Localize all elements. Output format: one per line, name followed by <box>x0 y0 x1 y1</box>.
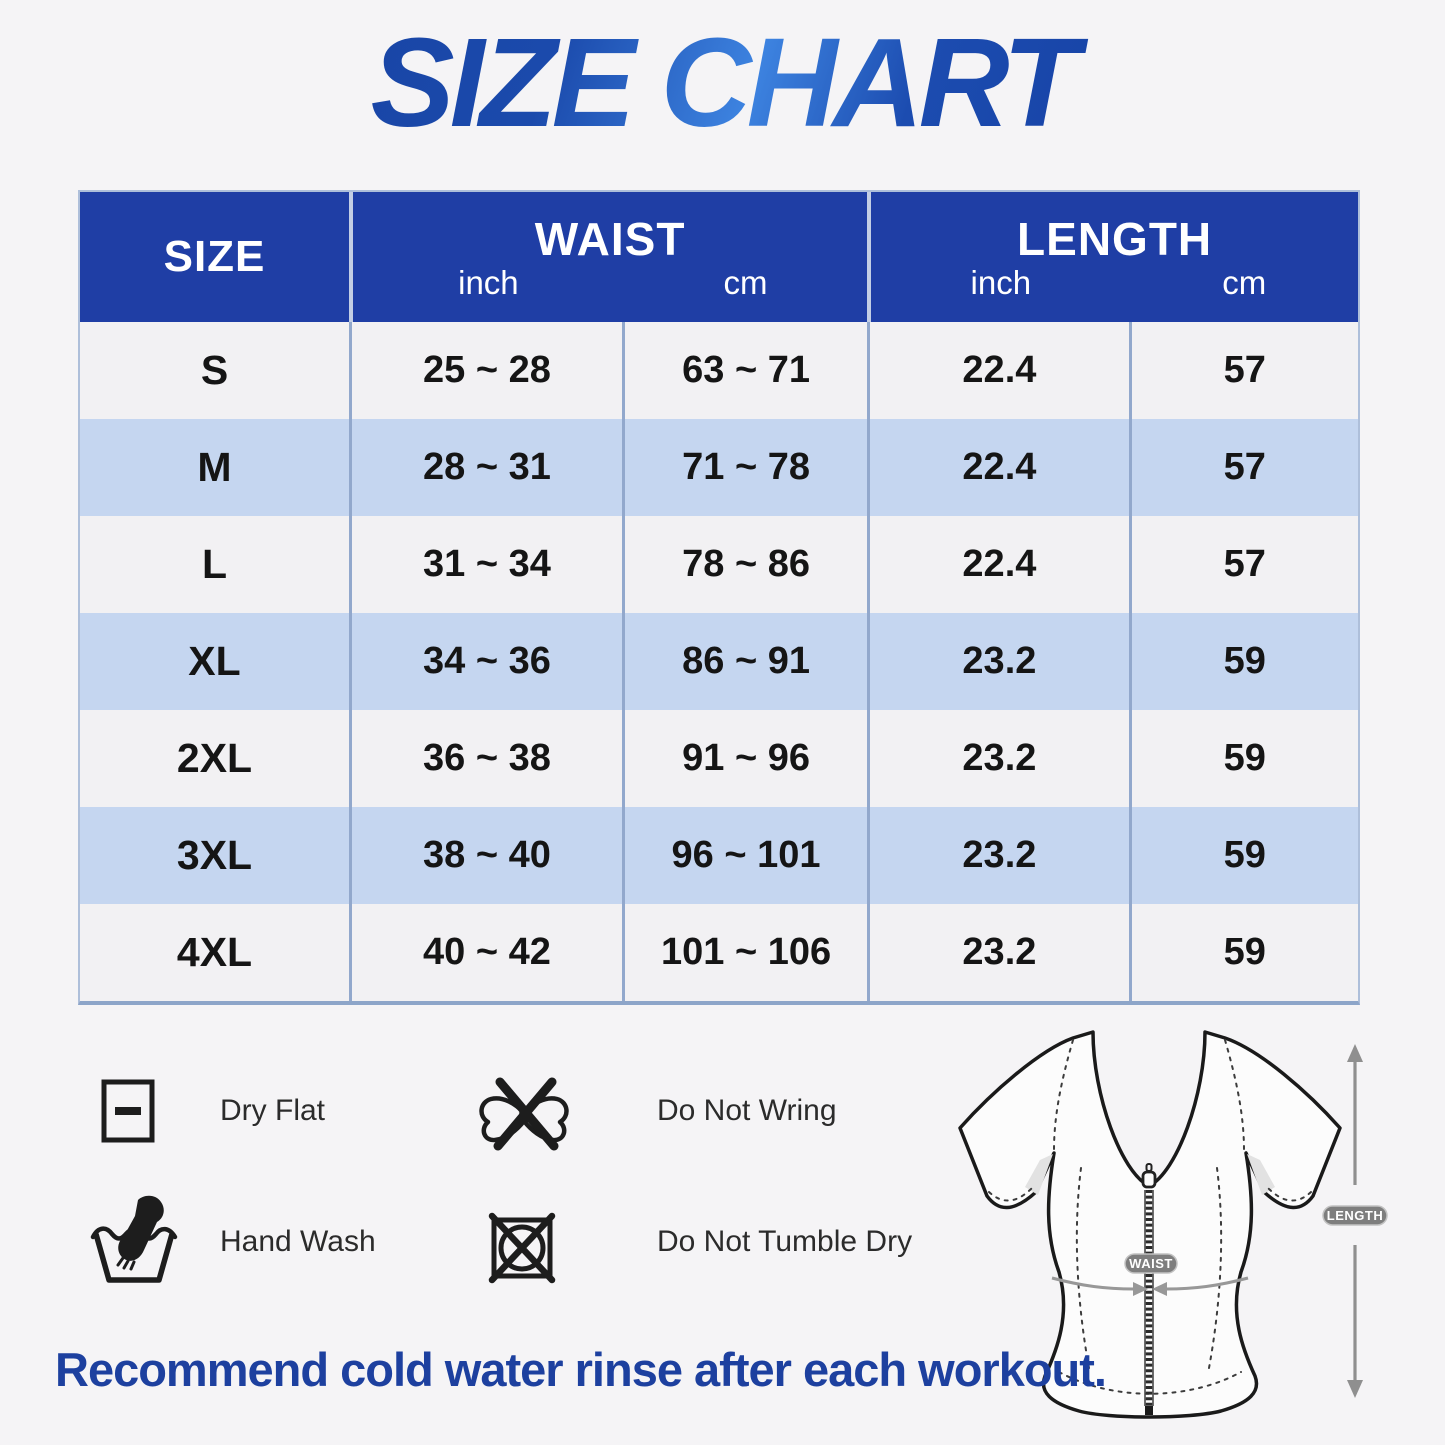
cell-waist-cm: 63 ~ 71 <box>621 322 867 419</box>
table-row: 3XL 38 ~ 40 96 ~ 101 23.2 59 <box>80 807 1358 904</box>
cell-waist-cm: 78 ~ 86 <box>621 516 867 613</box>
cell-length-inch: 23.2 <box>867 904 1128 1001</box>
do-not-wring-icon <box>479 1077 569 1151</box>
garment-diagram: WAIST LENGTH <box>958 1030 1388 1419</box>
cell-length-cm: 57 <box>1128 516 1358 613</box>
cell-waist-inch: 31 ~ 34 <box>349 516 622 613</box>
table-row: 4XL 40 ~ 42 101 ~ 106 23.2 59 <box>80 904 1358 1001</box>
cell-length-cm: 59 <box>1128 904 1358 1001</box>
care-label-dry-flat: Dry Flat <box>220 1094 325 1127</box>
cell-length-cm: 59 <box>1128 807 1358 904</box>
page-title: SIZE CHART <box>0 13 1445 153</box>
cell-length-inch: 22.4 <box>867 516 1128 613</box>
cell-size: 2XL <box>176 735 253 781</box>
size-table-header: SIZE WAIST inch cm LENGTH inch cm <box>80 192 1358 322</box>
cell-size: XL <box>188 638 241 684</box>
cell-length-cm: 59 <box>1128 710 1358 807</box>
dry-flat-icon <box>101 1079 155 1143</box>
cell-length-inch: 23.2 <box>867 613 1128 710</box>
table-row: S 25 ~ 28 63 ~ 71 22.4 57 <box>80 322 1358 419</box>
care-label-do-not-wring: Do Not Wring <box>657 1094 837 1127</box>
cell-length-cm: 57 <box>1128 419 1358 516</box>
waist-arrows <box>1051 1276 1249 1296</box>
size-table: SIZE WAIST inch cm LENGTH inch cm S 25 ~… <box>78 190 1360 1005</box>
care-label-hand-wash: Hand Wash <box>220 1225 376 1258</box>
cell-waist-inch: 36 ~ 38 <box>349 710 622 807</box>
cell-size: M <box>197 444 232 490</box>
cell-length-cm: 59 <box>1128 613 1358 710</box>
zipper-pull <box>1141 1170 1157 1189</box>
header-length-cm: cm <box>1222 264 1267 302</box>
length-badge: LENGTH <box>1322 1205 1388 1226</box>
table-row: L 31 ~ 34 78 ~ 86 22.4 57 <box>80 516 1358 613</box>
cell-waist-inch: 38 ~ 40 <box>349 807 622 904</box>
cell-size: 4XL <box>176 929 253 975</box>
header-waist-cm: cm <box>723 264 768 302</box>
svg-text:WAIST: WAIST <box>1129 1256 1173 1271</box>
cell-waist-cm: 71 ~ 78 <box>621 419 867 516</box>
header-waist-group: WAIST inch cm <box>349 192 867 322</box>
cell-waist-cm: 101 ~ 106 <box>621 904 867 1001</box>
left-panel-shading <box>1025 1154 1053 1195</box>
length-arrow <box>1347 1044 1363 1398</box>
cell-size: S <box>200 347 229 393</box>
header-waist: WAIST <box>534 212 686 265</box>
cell-length-inch: 22.4 <box>867 419 1128 516</box>
table-row: M 28 ~ 31 71 ~ 78 22.4 57 <box>80 419 1358 516</box>
care-label-do-not-tumble-dry: Do Not Tumble Dry <box>657 1225 913 1258</box>
cell-length-cm: 57 <box>1128 322 1358 419</box>
cell-size: 3XL <box>176 832 253 878</box>
cell-size: L <box>201 541 228 587</box>
right-panel-shading <box>1247 1154 1275 1195</box>
do-not-tumble-dry-icon <box>488 1212 556 1284</box>
cell-waist-cm: 86 ~ 91 <box>621 613 867 710</box>
table-row: XL 34 ~ 36 86 ~ 91 23.2 59 <box>80 613 1358 710</box>
header-length-inch: inch <box>970 264 1032 302</box>
table-row: 2XL 36 ~ 38 91 ~ 96 23.2 59 <box>80 710 1358 807</box>
cell-waist-cm: 91 ~ 96 <box>621 710 867 807</box>
cell-length-inch: 22.4 <box>867 322 1128 419</box>
header-size: SIZE <box>163 232 266 281</box>
svg-text:LENGTH: LENGTH <box>1327 1208 1383 1223</box>
header-length-group: LENGTH inch cm <box>867 192 1358 322</box>
zipper <box>1141 1163 1157 1415</box>
cell-waist-inch: 34 ~ 36 <box>349 613 622 710</box>
hand-wash-icon <box>90 1195 178 1283</box>
cell-waist-inch: 25 ~ 28 <box>349 322 622 419</box>
cell-length-inch: 23.2 <box>867 807 1128 904</box>
cell-waist-cm: 96 ~ 101 <box>621 807 867 904</box>
waist-badge: WAIST <box>1124 1253 1178 1274</box>
seam-stitching <box>988 1039 1312 1395</box>
cell-length-inch: 23.2 <box>867 710 1128 807</box>
header-waist-inch: inch <box>458 264 519 302</box>
header-length: LENGTH <box>1017 212 1213 265</box>
footnote: Recommend cold water rinse after each wo… <box>55 1343 1107 1396</box>
cell-waist-inch: 28 ~ 31 <box>349 419 622 516</box>
cell-waist-inch: 40 ~ 42 <box>349 904 622 1001</box>
